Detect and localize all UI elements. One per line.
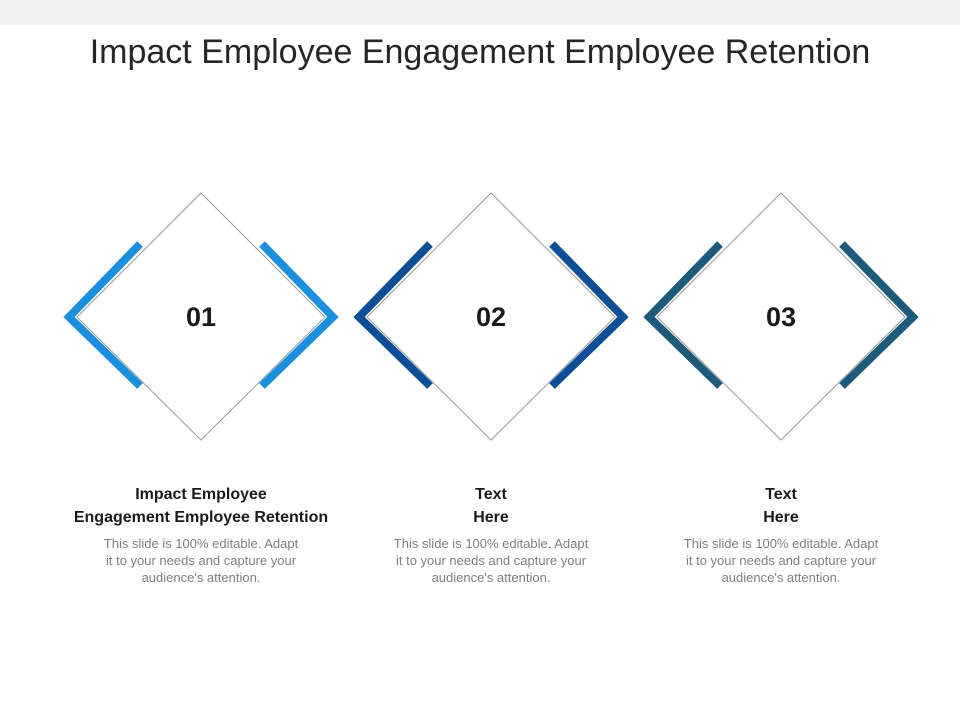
item-3-number: 03: [765, 302, 797, 332]
item-2-body: This slide is 100% editable. Adapt it to…: [371, 535, 611, 586]
item-2-body-line3: audience's attention.: [431, 570, 551, 585]
item-1-body-line1: This slide is 100% editable. Adapt: [103, 536, 299, 551]
left-chevron: [63, 241, 143, 389]
item-3-heading-line2: Here: [763, 509, 799, 526]
item-2-heading-line1: Text: [475, 486, 507, 503]
item-2-body-line1: This slide is 100% editable. Adapt: [393, 536, 589, 551]
item-3-body-line2: it to your needs and capture your: [685, 553, 877, 568]
item-2-heading: Text Here: [341, 483, 641, 529]
right-chevron: [549, 241, 629, 389]
item-3-heading: Text Here: [631, 483, 931, 529]
item-2-number: 02: [475, 302, 507, 332]
diamond-3: [643, 192, 919, 441]
item-2-body-line2: it to your needs and capture your: [395, 553, 587, 568]
item-2-heading-line2: Here: [473, 509, 509, 526]
diamond-2: [353, 192, 629, 441]
item-3-body: This slide is 100% editable. Adapt it to…: [661, 535, 901, 586]
item-1-heading: Impact Employee Engagement Employee Rete…: [51, 483, 351, 529]
diamond-outline: [366, 192, 616, 441]
slide-title: Impact Employee Engagement Employee Rete…: [89, 33, 871, 71]
right-chevron: [259, 241, 339, 389]
item-1-heading-line2: Engagement Employee Retention: [73, 509, 329, 526]
right-chevron: [839, 241, 919, 389]
diamond-outline: [656, 192, 906, 441]
top-band: [0, 0, 960, 25]
item-1-heading-line1: Impact Employee: [135, 486, 267, 503]
item-3-body-line3: audience's attention.: [721, 570, 841, 585]
diamond-outline: [76, 192, 326, 441]
item-1-body-line2: it to your needs and capture your: [105, 553, 297, 568]
item-1-body: This slide is 100% editable. Adapt it to…: [81, 535, 321, 586]
left-chevron: [353, 241, 433, 389]
item-1-body-line3: audience's attention.: [141, 570, 261, 585]
item-1-number: 01: [185, 302, 217, 332]
left-chevron: [643, 241, 723, 389]
diamond-1: [63, 192, 339, 441]
item-3-body-line1: This slide is 100% editable. Adapt: [683, 536, 879, 551]
item-3-heading-line1: Text: [765, 486, 797, 503]
